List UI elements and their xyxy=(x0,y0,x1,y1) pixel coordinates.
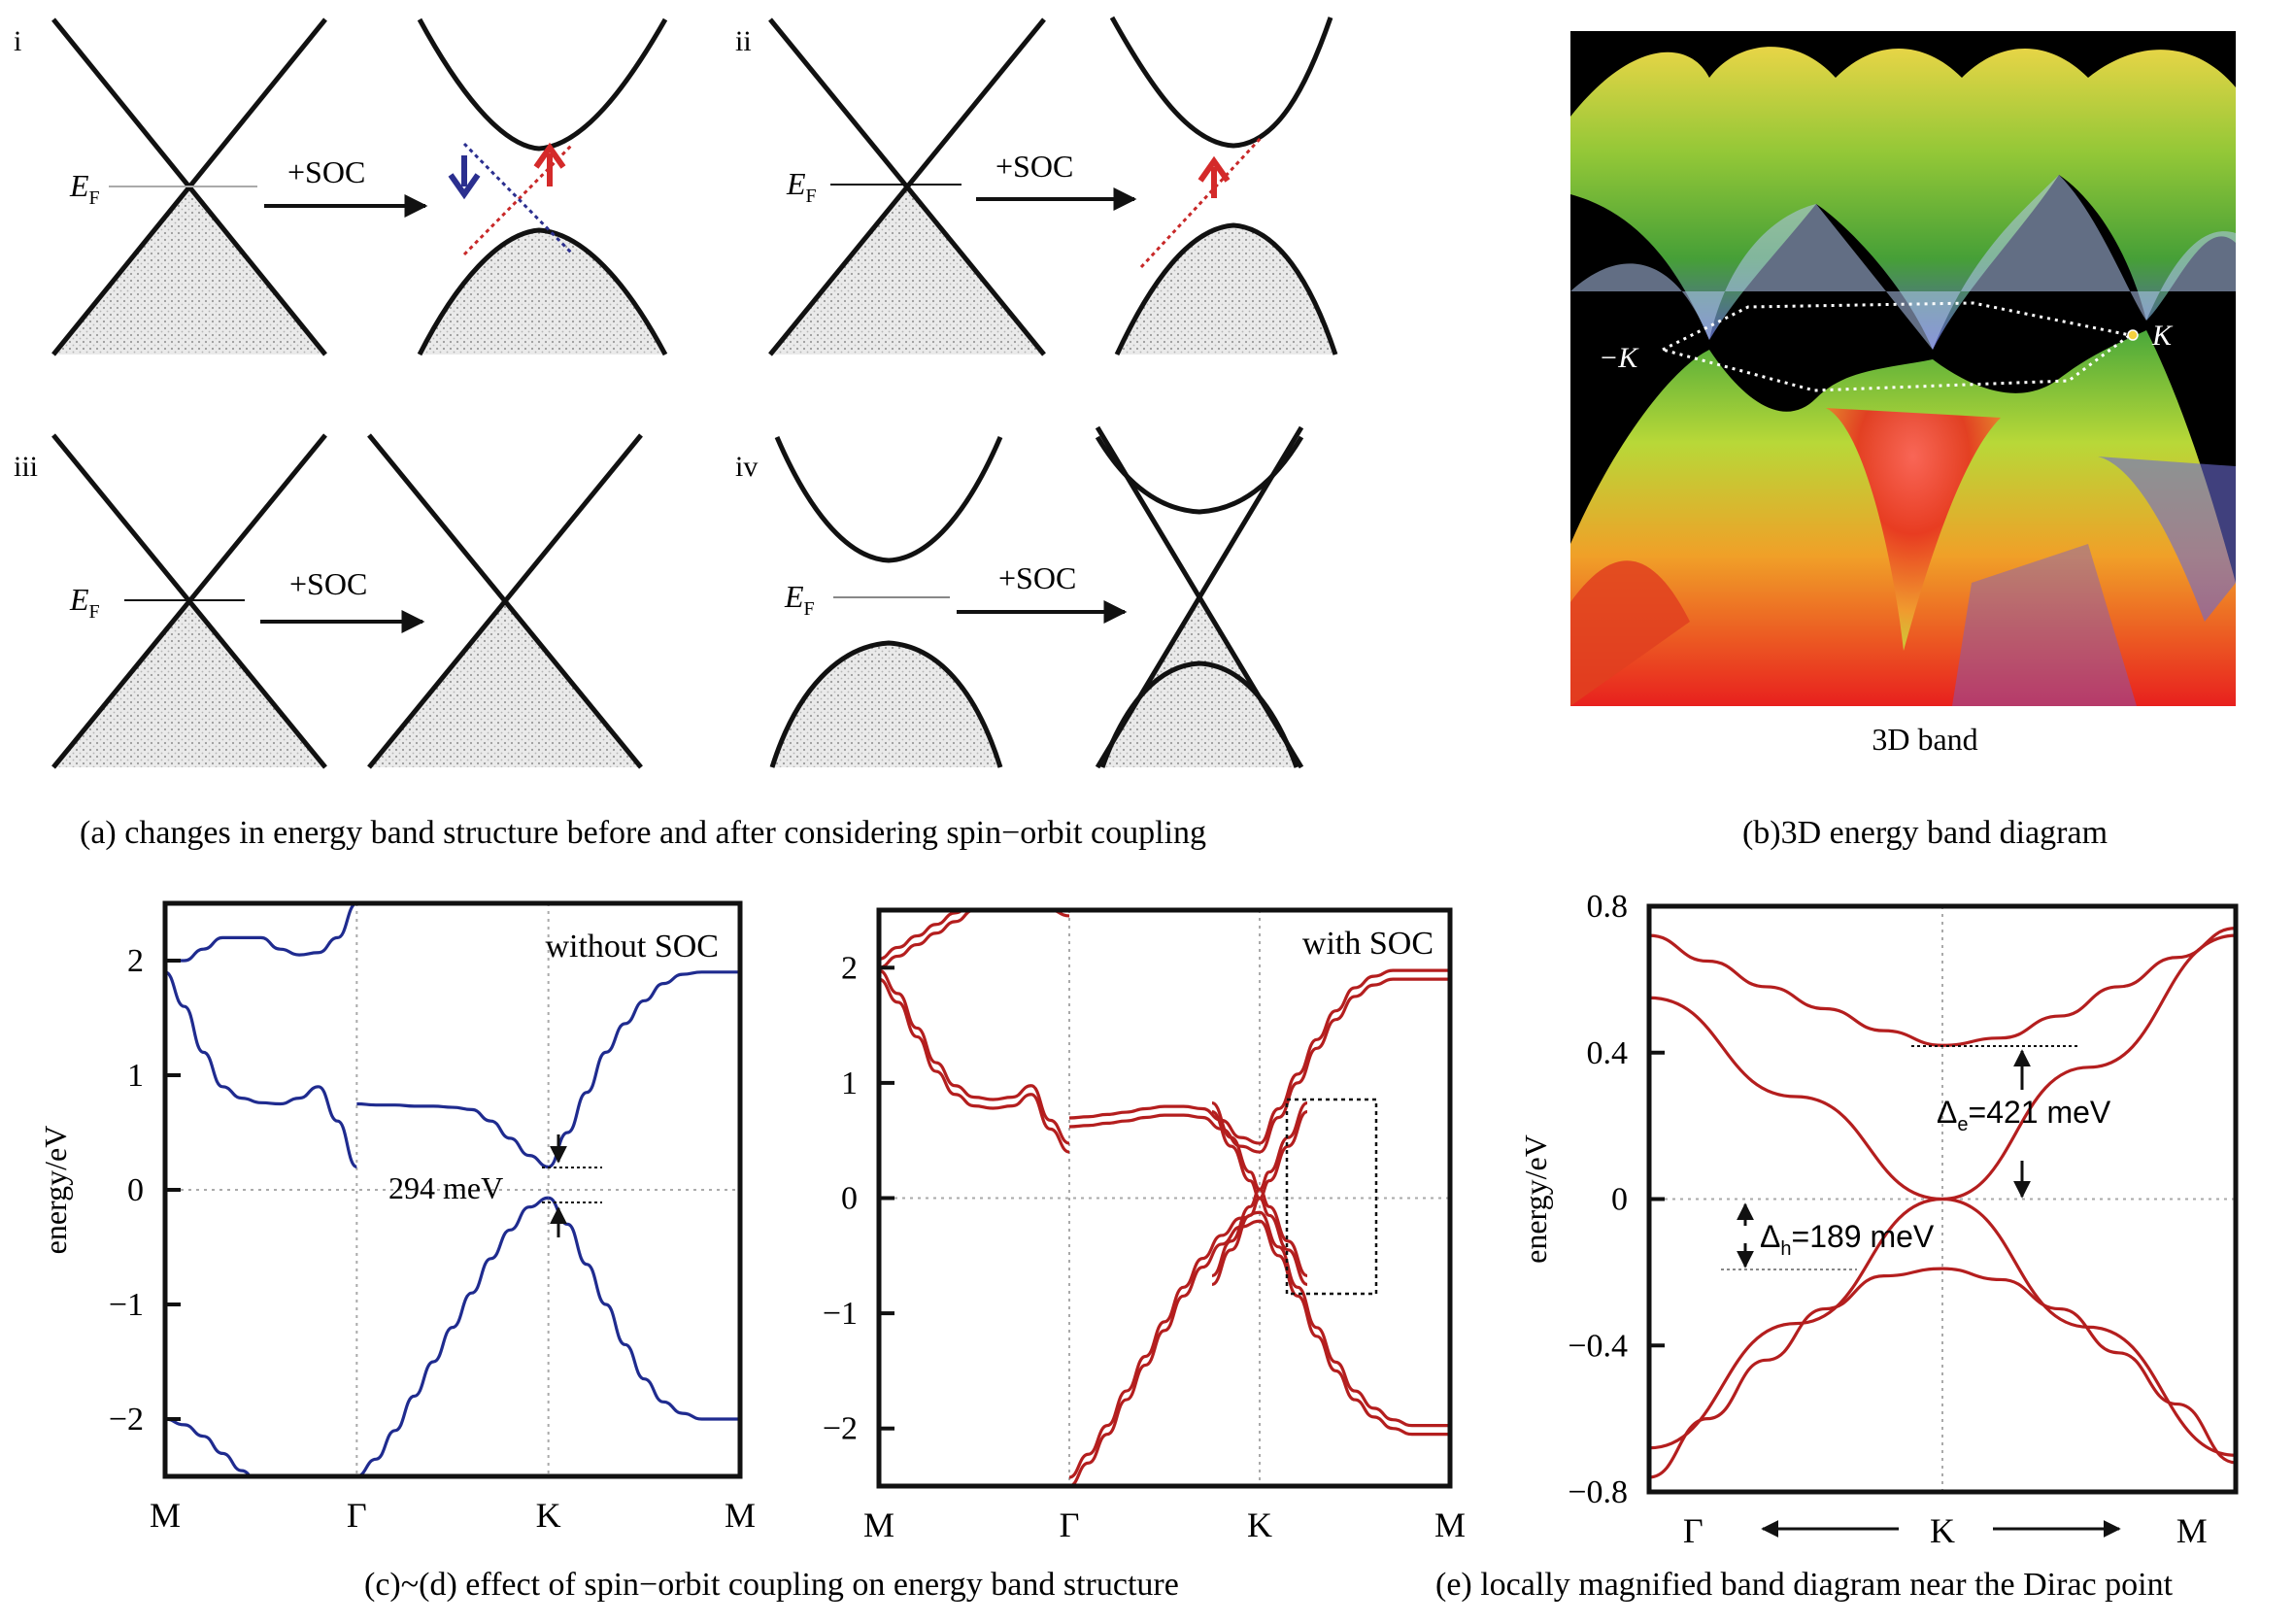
band-line-7 xyxy=(1211,1109,1308,1287)
y-tick-label: 1 xyxy=(841,1066,858,1101)
ef-label-iii: EF xyxy=(69,582,100,623)
x-tick-label: K xyxy=(1247,1506,1272,1544)
band-line-split-4 xyxy=(1259,968,1450,1145)
band-line-split-2 xyxy=(1068,1104,1261,1145)
zoom-box-d xyxy=(1285,1098,1378,1296)
ef-label-iv: EF xyxy=(784,579,815,620)
gap-label-294: 294 meV xyxy=(388,1170,503,1205)
soc-label-iii: +SOC xyxy=(289,566,367,601)
soc-label-iv: +SOC xyxy=(998,560,1076,595)
x-tick-label: M xyxy=(150,1496,181,1535)
band-line-3 xyxy=(548,970,740,1168)
delta-e-label: Δe=421 meV xyxy=(1937,1095,2111,1135)
y-tick-label: −1 xyxy=(109,1287,144,1323)
k-point-marker xyxy=(2127,329,2139,341)
band-line-1 xyxy=(165,903,357,963)
label-iii: iii xyxy=(14,451,38,483)
y-tick-label: −1 xyxy=(823,1296,858,1332)
x-tick-label: Γ xyxy=(1060,1506,1080,1544)
band-line-5 xyxy=(1259,1219,1450,1437)
x-tick-label: K xyxy=(536,1496,561,1535)
y-tick-label: 0.8 xyxy=(1587,889,1629,925)
x-tick-label: M xyxy=(863,1506,894,1544)
y-tick-label: −2 xyxy=(823,1411,858,1447)
band-3d-surface xyxy=(1570,47,2236,706)
band-iii-after xyxy=(367,433,643,769)
x-tick-label: M xyxy=(1434,1506,1466,1544)
band-line-2 xyxy=(356,1101,549,1168)
y-tick-label: 2 xyxy=(127,943,144,979)
label-i: i xyxy=(14,25,21,57)
panel-a: i ii iii iv EF +SOC xyxy=(14,16,1338,851)
band-line-0 xyxy=(165,970,358,1168)
ef-label-i: EF xyxy=(69,168,100,209)
band-line-split-3 xyxy=(1068,1210,1261,1479)
band-line-6 xyxy=(165,1417,252,1476)
band-iii-before xyxy=(51,433,327,769)
band-line-1 xyxy=(879,910,1070,969)
soc-label-i: +SOC xyxy=(287,154,365,189)
y-tick-label: −2 xyxy=(109,1402,144,1438)
band-line-4 xyxy=(355,1196,549,1476)
band-line-split-1 xyxy=(879,910,964,961)
band-i-before xyxy=(51,17,327,356)
panel-b: −K K 3D band (b)3D energy band diagram xyxy=(1570,31,2236,851)
y-tick-label: 0 xyxy=(1611,1182,1628,1218)
caption-e: (e) locally magnified band diagram near … xyxy=(1435,1567,2174,1603)
x-tick-label: M xyxy=(2176,1511,2208,1550)
spin-down-arrow-icon xyxy=(448,155,481,200)
caption-a: (a) changes in energy band structure bef… xyxy=(80,815,1206,851)
subtitle-3d-band: 3D band xyxy=(1872,722,1977,757)
brillouin-zone-hexagon xyxy=(1658,301,2134,392)
caption-cd: (c)~(d) effect of spin−orbit coupling on… xyxy=(364,1567,1179,1603)
y-tick-label: −0.8 xyxy=(1568,1474,1628,1510)
y-tick-label: −0.4 xyxy=(1568,1328,1628,1364)
plot-annotation-title: with SOC xyxy=(1302,926,1434,962)
band-line-5 xyxy=(548,1196,740,1421)
x-tick-label: M xyxy=(725,1496,756,1535)
caption-b: (b)3D energy band diagram xyxy=(1742,815,2108,851)
label-ii: ii xyxy=(735,25,752,57)
y-axis-label: energy/eV xyxy=(38,1126,73,1255)
band-iv-before xyxy=(769,436,1003,768)
band-iv-after xyxy=(1095,425,1304,769)
band-line-1 xyxy=(1649,1267,2236,1479)
label-iv: iv xyxy=(735,451,758,483)
y-tick-label: 0.4 xyxy=(1587,1035,1629,1071)
gap-annotation-e: Δe=421 meV Δh=189 meV xyxy=(1721,1045,2111,1270)
plot-annotation-title: without SOC xyxy=(545,929,719,964)
x-tick-label: K xyxy=(1930,1511,1955,1550)
y-tick-label: 1 xyxy=(127,1058,144,1094)
label-neg-k: −K xyxy=(1599,342,1639,374)
band-ii-before xyxy=(768,17,1046,356)
y-tick-label: 0 xyxy=(841,1181,858,1217)
band-line-2 xyxy=(1068,1113,1261,1154)
spin-up-arrow-icon xyxy=(533,142,566,186)
y-tick-label: 2 xyxy=(841,950,858,986)
band-line-3 xyxy=(1068,1219,1261,1486)
spin-up-arrow-ii-icon xyxy=(1198,155,1231,198)
gap-annotation-c: 294 meV xyxy=(388,1134,602,1237)
y-axis-label: energy/eV xyxy=(1518,1134,1553,1264)
band-ii-after xyxy=(1109,16,1338,356)
ef-label-ii: EF xyxy=(786,166,817,207)
band-line-4 xyxy=(1259,977,1450,1154)
x-tick-label: Γ xyxy=(347,1496,367,1535)
band-line-3 xyxy=(1649,933,2236,1450)
band-line-split-0 xyxy=(879,968,1070,1145)
band-line-split-7 xyxy=(1211,1100,1308,1278)
band-line-split-5 xyxy=(1259,1210,1450,1428)
band-line-0 xyxy=(879,977,1070,1154)
soc-label-ii: +SOC xyxy=(995,149,1073,184)
band-i-after xyxy=(417,17,668,356)
y-tick-label: 0 xyxy=(127,1172,144,1208)
delta-h-label: Δh=189 meV xyxy=(1760,1219,1935,1260)
x-tick-label: Γ xyxy=(1683,1511,1704,1550)
label-k: K xyxy=(2151,320,2174,352)
